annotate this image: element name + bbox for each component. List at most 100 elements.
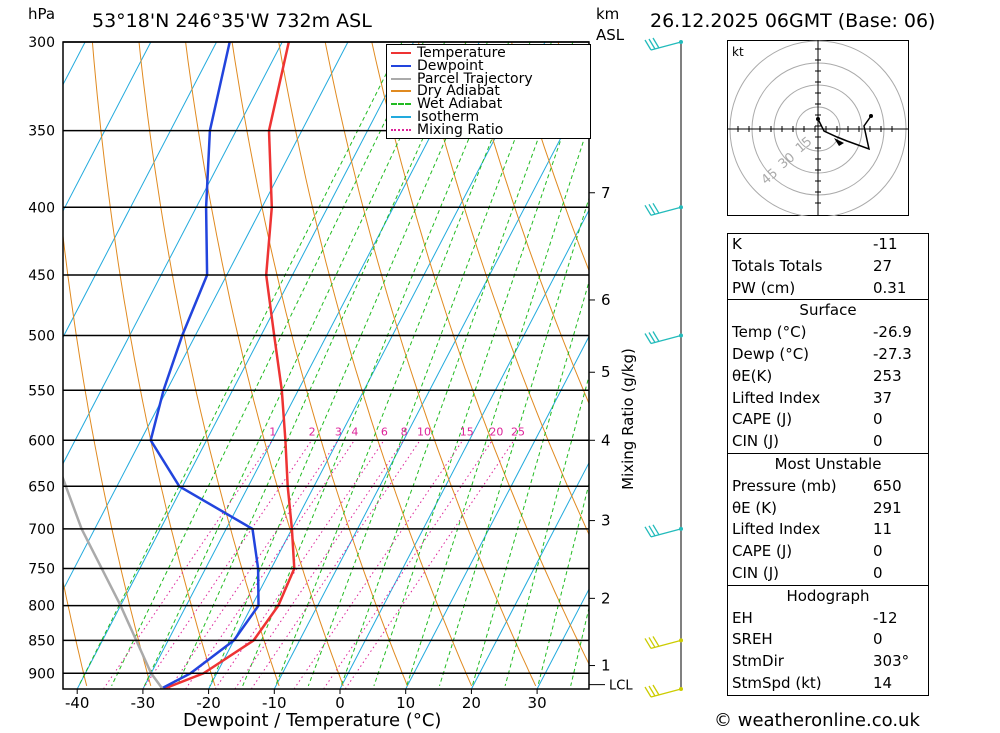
x-tick-label: -20 xyxy=(196,694,221,712)
dry-adiabat-line xyxy=(931,42,1000,686)
mixing-ratio-label: 3 xyxy=(335,425,342,438)
pressure-tick-label: 700 xyxy=(28,522,55,538)
index-value: 291 xyxy=(873,498,902,517)
legend-swatch xyxy=(391,77,411,80)
index-row: StmSpd (kt) 14 xyxy=(728,673,928,695)
dry-adiabat-line xyxy=(231,42,408,687)
mixing-ratio-line xyxy=(185,439,355,689)
index-value: -11 xyxy=(873,235,898,253)
mixing-ratio-line xyxy=(103,439,273,689)
wind-barb-feather xyxy=(652,524,660,536)
mixing-ratio-label: 10 xyxy=(417,425,431,438)
index-key: Lifted Index xyxy=(732,520,821,539)
index-value: 0 xyxy=(873,542,883,561)
mixing-ratio-line xyxy=(293,439,464,689)
index-row: Totals Totals 27 xyxy=(728,256,928,278)
index-row: θE (K) 291 xyxy=(728,498,928,520)
index-key: Totals Totals xyxy=(732,256,823,275)
dry-adiabat-line xyxy=(464,42,589,405)
dry-adiabat-line xyxy=(63,579,88,687)
wind-barb-feather xyxy=(648,38,656,50)
pressure-tick-label: 500 xyxy=(28,329,55,345)
indices-table: K -11 Totals Totals 27 PW (cm) 0.31 Surface T… xyxy=(727,233,929,696)
isotherm-line xyxy=(142,42,480,689)
x-tick-label: 0 xyxy=(335,694,345,712)
index-key: SREH xyxy=(732,630,773,649)
wind-barb-feather xyxy=(644,686,652,698)
wind-barb-feather xyxy=(644,333,652,344)
height-tick-label: 4 xyxy=(601,431,611,449)
index-row: Pressure (mb) 650 xyxy=(728,476,928,498)
wet-adiabat-line xyxy=(406,122,589,687)
legend-swatch xyxy=(391,64,411,67)
mixing-ratio-label: 20 xyxy=(489,425,503,438)
dry-adiabat-line xyxy=(0,42,23,686)
height-unit-asl: ASL xyxy=(596,26,625,44)
index-value: 0 xyxy=(873,563,883,582)
legend-swatch xyxy=(391,116,411,118)
index-key: CIN (J) xyxy=(732,563,780,582)
legend-item: Dry Adiabat xyxy=(391,83,500,100)
legend-label: Mixing Ratio xyxy=(417,121,504,138)
height-tick-label: 6 xyxy=(601,291,611,309)
isotherm-line xyxy=(405,335,589,689)
pressure-tick-label: 900 xyxy=(28,666,55,682)
wet-adiabat-line xyxy=(504,374,589,687)
legend-label: Temperature xyxy=(417,45,506,61)
index-value: 27 xyxy=(873,256,893,275)
wind-barb-feather xyxy=(652,331,660,342)
index-row: Temp (°C) -26.9 xyxy=(728,322,928,344)
legend-swatch xyxy=(391,90,411,93)
index-key: θE (K) xyxy=(732,498,777,517)
wet-adiabat-line xyxy=(176,42,467,687)
wind-barb-feather xyxy=(648,203,656,215)
isotherm-line xyxy=(0,42,19,689)
hodograph-point xyxy=(816,117,820,121)
mixing-ratio-label: 2 xyxy=(309,425,316,438)
copyright-footer[interactable]: © weatheronline.co.uk xyxy=(714,710,920,731)
index-row: StmDir 303° xyxy=(728,651,928,673)
pressure-tick-label: 450 xyxy=(28,268,55,284)
wind-barb-feather xyxy=(652,636,660,647)
index-row: K -11 xyxy=(728,234,928,256)
mixing-ratio-line xyxy=(323,439,493,689)
wind-barb-feather xyxy=(648,637,656,648)
legend-label: Isotherm xyxy=(417,109,480,125)
dry-adiabat-line xyxy=(63,231,152,687)
surface-section-title: Surface xyxy=(799,301,857,320)
wind-barb-shaft xyxy=(650,688,682,698)
x-tick-label: -40 xyxy=(65,694,90,712)
legend-item: Dewpoint xyxy=(391,59,484,73)
wind-barb-feather xyxy=(648,332,656,343)
index-row: PW (cm) 0.31 xyxy=(728,278,928,300)
pressure-tick-label: 750 xyxy=(28,561,55,577)
index-key: Pressure (mb) xyxy=(732,476,837,495)
dry-adiabat-line xyxy=(324,42,537,687)
wind-barb-feather xyxy=(652,202,660,214)
dry-adiabat-line xyxy=(278,42,473,687)
isotherm-line xyxy=(208,42,546,689)
index-key: EH xyxy=(732,608,753,627)
height-tick-label: 1 xyxy=(601,657,611,675)
wet-adiabat-line xyxy=(570,605,589,687)
isotherm-line xyxy=(63,42,152,213)
wet-adiabat-line xyxy=(242,42,510,687)
index-key: θE(K) xyxy=(732,366,773,385)
x-axis-title: Dewpoint / Temperature (°C) xyxy=(183,710,442,731)
wet-adiabat-line xyxy=(143,42,446,687)
wet-adiabat-line xyxy=(275,42,531,687)
legend-swatch xyxy=(391,52,411,54)
index-key: StmSpd (kt) xyxy=(732,673,822,692)
location-title: 53°18'N 246°35'W 732m ASL xyxy=(92,10,372,32)
index-key: CIN (J) xyxy=(732,432,780,451)
index-key: PW (cm) xyxy=(732,278,796,297)
series-parcel-trajectory xyxy=(63,474,164,689)
plot-frame xyxy=(62,41,590,690)
wind-barb-shaft xyxy=(650,528,682,538)
isotherm-line xyxy=(63,42,283,465)
wind-barb-feather xyxy=(644,39,652,51)
legend-swatch xyxy=(391,103,411,106)
legend-label: Dry Adiabat xyxy=(417,83,500,100)
dry-adiabat-line xyxy=(91,42,216,687)
